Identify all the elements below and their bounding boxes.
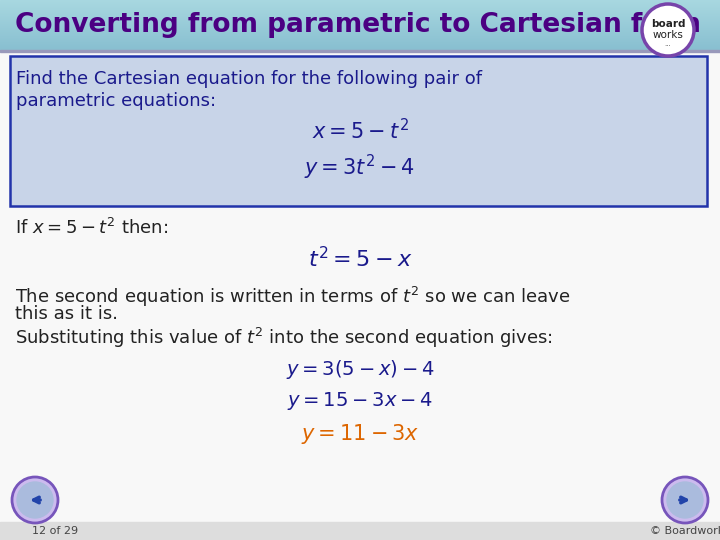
Text: $x = 5 - t^2$: $x = 5 - t^2$ (312, 118, 408, 143)
Text: © Boardworks Ltd 2006: © Boardworks Ltd 2006 (650, 526, 720, 536)
Text: parametric equations:: parametric equations: (16, 92, 216, 110)
Bar (0, 25, 720, 26)
Bar (0, 43, 720, 44)
Circle shape (17, 482, 53, 518)
Bar (0, 33, 720, 34)
Text: works: works (652, 30, 683, 40)
Bar (0, 36, 720, 37)
Circle shape (662, 477, 708, 523)
Bar (0, 32, 720, 33)
Bar (0, 4, 720, 5)
Text: $t^2 = 5 - x$: $t^2 = 5 - x$ (307, 246, 413, 271)
Text: ...: ... (665, 41, 671, 47)
Circle shape (12, 477, 58, 523)
Bar (0, 522, 720, 540)
Text: board: board (651, 19, 685, 29)
Bar (0, 38, 720, 39)
Bar (0, 24, 720, 25)
Text: Find the Cartesian equation for the following pair of: Find the Cartesian equation for the foll… (16, 70, 482, 88)
Bar (0, 37, 720, 38)
Bar (0, 8, 720, 9)
Bar (0, 50, 720, 52)
Bar (0, 14, 720, 15)
Bar (0, 1, 720, 2)
Bar (0, 35, 720, 36)
Bar (0, 34, 720, 35)
Text: $y = 3t^2 - 4$: $y = 3t^2 - 4$ (305, 153, 415, 182)
Bar (0, 30, 720, 31)
Bar (0, 10, 720, 11)
Circle shape (642, 4, 694, 56)
Bar (0, 16, 720, 17)
Bar (0, 3, 720, 4)
Bar (0, 27, 720, 28)
Bar (0, 19, 720, 20)
Bar (0, 5, 720, 6)
Text: Substituting this value of $t^2$ into the second equation gives:: Substituting this value of $t^2$ into th… (15, 326, 553, 350)
Bar (0, 28, 720, 29)
Text: this as it is.: this as it is. (15, 305, 118, 323)
Bar (0, 20, 720, 21)
Bar (0, 46, 720, 47)
Bar (0, 48, 720, 49)
Bar (0, 29, 720, 30)
Bar (0, 11, 720, 12)
Text: Converting from parametric to Cartesian form: Converting from parametric to Cartesian … (15, 12, 701, 38)
Bar (0, 47, 720, 48)
Bar (0, 23, 720, 24)
Bar (0, 42, 720, 43)
Bar (0, 0, 720, 1)
Bar (0, 15, 720, 16)
Bar (0, 21, 720, 22)
Bar (0, 44, 720, 45)
Bar (0, 12, 720, 13)
Bar (0, 22, 720, 23)
Bar (0, 13, 720, 14)
FancyBboxPatch shape (10, 56, 707, 206)
Text: $y = 11 - 3x$: $y = 11 - 3x$ (301, 422, 419, 446)
Circle shape (667, 482, 703, 518)
Bar (0, 40, 720, 41)
Bar (0, 18, 720, 19)
Bar (0, 6, 720, 7)
Text: If $x = 5 - t^2$ then:: If $x = 5 - t^2$ then: (15, 218, 168, 238)
Text: $y = 15 - 3x - 4$: $y = 15 - 3x - 4$ (287, 390, 433, 412)
Bar (0, 17, 720, 18)
Bar (0, 41, 720, 42)
Text: $y = 3(5 - x) - 4$: $y = 3(5 - x) - 4$ (286, 358, 434, 381)
Bar (0, 39, 720, 40)
Text: The second equation is written in terms of $t^2$ so we can leave: The second equation is written in terms … (15, 285, 570, 309)
Bar (0, 31, 720, 32)
Bar (0, 2, 720, 3)
Bar (0, 45, 720, 46)
Bar (0, 9, 720, 10)
Bar (0, 7, 720, 8)
Bar (0, 49, 720, 50)
Bar (0, 26, 720, 27)
Text: 12 of 29: 12 of 29 (32, 526, 78, 536)
